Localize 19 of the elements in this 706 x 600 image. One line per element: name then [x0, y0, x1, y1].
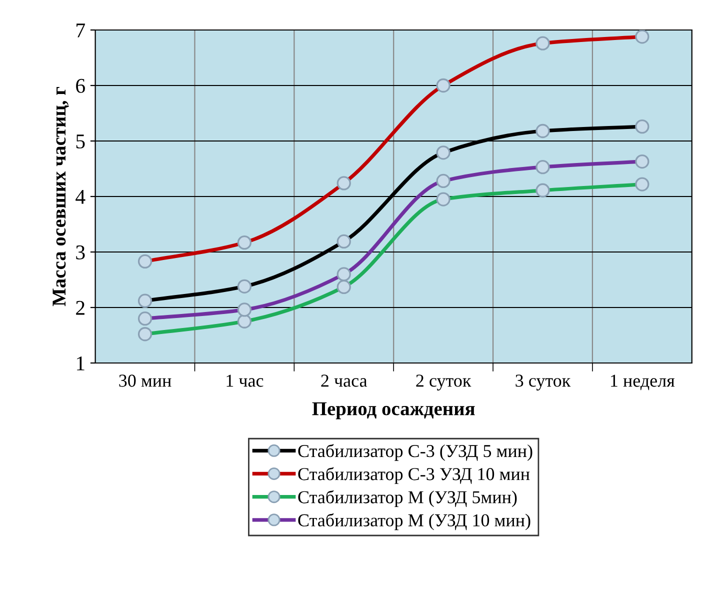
legend-label: Стабилизатор С-3 (УЗД 5 мин)	[298, 444, 532, 461]
legend-label: Стабилизатор М (УЗД 10 мин)	[298, 513, 530, 530]
x-tick-label: 1 час	[226, 374, 264, 387]
y-tick-label: 7	[76, 24, 85, 38]
y-tick-label: 2	[76, 300, 84, 315]
legend-label: Стабилизатор С-3 УЗД 10 мин	[298, 467, 530, 484]
x-tick-label: 3 суток	[516, 374, 571, 390]
x-axis-title: Период осаждения	[312, 402, 475, 420]
x-tick-label: 2 часа	[321, 374, 368, 387]
x-tick-label: 2 суток	[416, 374, 472, 390]
y-tick-label: 1	[77, 356, 84, 370]
y-tick-label: 3	[76, 245, 85, 260]
y-tick-label: 4	[76, 190, 86, 204]
x-tick-label: 1 неделя	[611, 374, 675, 390]
y-axis-title: Масса осевших частиц, г	[52, 87, 69, 306]
x-tick-label: 30 мин	[119, 374, 172, 387]
y-tick-label: 6	[76, 78, 85, 93]
legend-label: Стабилизатор М (УЗД 5мин)	[298, 490, 517, 507]
y-tick-label: 5	[76, 134, 85, 148]
